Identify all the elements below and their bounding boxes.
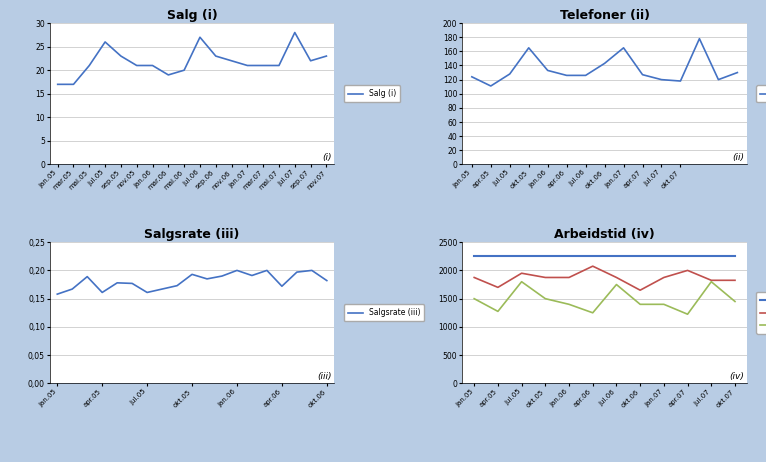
Text: (iii): (iii) xyxy=(317,371,332,381)
Title: Salg (i): Salg (i) xyxy=(167,9,218,22)
Legend: ordinær tid, faktisk tid, logget tid: ordinær tid, faktisk tid, logget tid xyxy=(756,292,766,334)
Legend: Salg (i): Salg (i) xyxy=(344,85,400,102)
Legend: Telefoner (ii): Telefoner (ii) xyxy=(756,85,766,102)
Text: (iv): (iv) xyxy=(729,371,744,381)
Text: (i): (i) xyxy=(322,152,332,162)
Text: (ii): (ii) xyxy=(732,152,744,162)
Legend: Salgsrate (iii): Salgsrate (iii) xyxy=(344,304,424,321)
Title: Telefoner (ii): Telefoner (ii) xyxy=(560,9,650,22)
Title: Arbeidstid (iv): Arbeidstid (iv) xyxy=(555,228,655,241)
Title: Salgsrate (iii): Salgsrate (iii) xyxy=(144,228,240,241)
